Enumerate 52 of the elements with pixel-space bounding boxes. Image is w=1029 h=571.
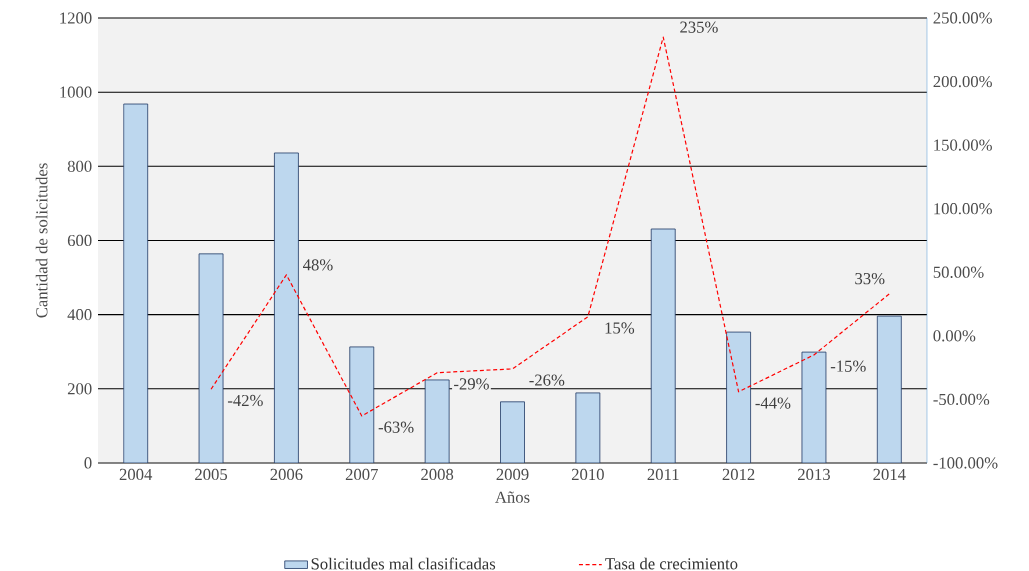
bar bbox=[424, 379, 450, 463]
bar bbox=[349, 346, 375, 463]
x-tick-label: 2014 bbox=[873, 468, 906, 481]
bar bbox=[876, 315, 902, 463]
y2-tick-label: -50.00% bbox=[933, 393, 990, 406]
data-label: -26% bbox=[529, 374, 565, 386]
x-tick-label: 2005 bbox=[195, 468, 228, 481]
y-tick-label: 400 bbox=[67, 309, 92, 321]
bar bbox=[274, 152, 299, 463]
y2-tick-label: 200.00% bbox=[933, 75, 992, 88]
x-tick-label: 2008 bbox=[421, 468, 454, 481]
y-tick-label: 0 bbox=[84, 457, 92, 469]
y-axis-title: Cantidad de solicitudes bbox=[35, 163, 48, 318]
bar bbox=[500, 401, 525, 463]
data-label: -42% bbox=[227, 394, 263, 407]
y-tick-label: 800 bbox=[67, 160, 92, 172]
y2-tick-label: -100.00% bbox=[933, 457, 998, 469]
data-label: -44% bbox=[755, 397, 791, 409]
y-tick-label: 600 bbox=[67, 234, 92, 247]
x-axis-title: Años bbox=[495, 491, 530, 503]
data-label: -29% bbox=[454, 378, 489, 390]
y-tick-label: 200 bbox=[67, 383, 92, 395]
x-tick-label: 2007 bbox=[345, 468, 378, 481]
y2-tick-label: 50.00% bbox=[933, 266, 984, 278]
bar bbox=[726, 331, 751, 463]
y2-tick-label: 0.00% bbox=[933, 330, 976, 342]
data-label: 15% bbox=[605, 322, 635, 334]
x-tick-label: 2004 bbox=[119, 468, 153, 481]
x-tick-label: 2012 bbox=[722, 468, 755, 481]
x-tick-label: 2011 bbox=[647, 468, 679, 481]
data-label: 48% bbox=[303, 259, 333, 271]
data-label: -15% bbox=[830, 360, 866, 372]
data-label: -63% bbox=[378, 421, 414, 433]
data-label: 235% bbox=[680, 21, 718, 33]
bar bbox=[801, 351, 827, 463]
bar bbox=[123, 103, 149, 463]
y2-tick-label: 100.00% bbox=[934, 203, 992, 215]
y2-tick-label: 150.00% bbox=[934, 139, 992, 151]
bar bbox=[198, 253, 224, 463]
x-tick-label: 2013 bbox=[798, 468, 830, 481]
x-tick-label: 2006 bbox=[270, 468, 303, 481]
bar bbox=[575, 392, 601, 463]
y-tick-label: 1000 bbox=[60, 86, 92, 98]
x-tick-label: 2010 bbox=[571, 468, 604, 481]
data-label: 33% bbox=[855, 272, 885, 285]
legend-label: Solicitudes mal clasificadas bbox=[311, 557, 496, 570]
x-tick-label: 2009 bbox=[496, 468, 529, 481]
y-tick-label: 1200 bbox=[60, 12, 92, 24]
bar bbox=[650, 228, 676, 463]
legend-label: Tasa de crecimiento bbox=[605, 557, 738, 570]
line-series bbox=[210, 36, 890, 417]
y2-tick-label: 250.00% bbox=[933, 12, 992, 24]
